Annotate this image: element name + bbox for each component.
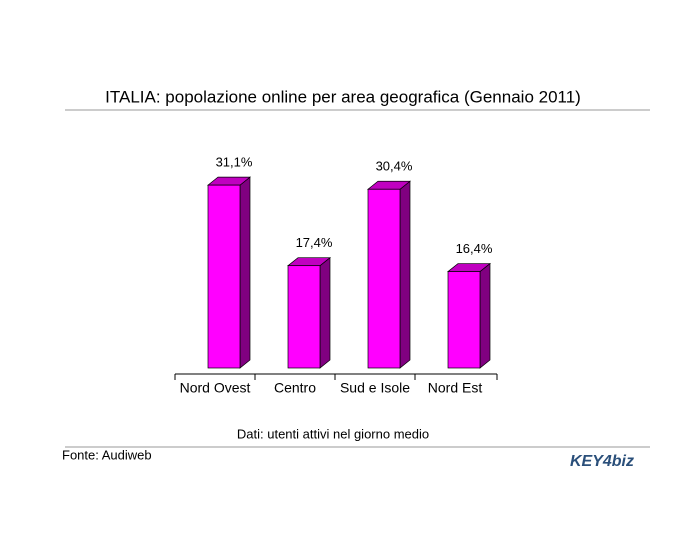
source: Fonte: Audiweb xyxy=(62,447,152,462)
x-tick-label: Nord Est xyxy=(428,380,483,396)
bar xyxy=(447,262,491,369)
bar xyxy=(287,256,331,369)
bar-front xyxy=(287,265,321,369)
bar-front xyxy=(367,188,401,369)
bar xyxy=(207,176,251,369)
bar-front xyxy=(447,271,481,369)
value-label: 16,4% xyxy=(456,241,493,256)
chart-title: ITALIA: popolazione online per area geog… xyxy=(105,87,581,106)
note: Dati: utenti attivi nel giorno medio xyxy=(237,426,429,441)
bar xyxy=(367,180,411,369)
bar-side xyxy=(319,256,331,369)
value-label: 31,1% xyxy=(216,155,253,170)
x-tick-label: Centro xyxy=(274,380,316,396)
logo: KEY4biz xyxy=(570,453,634,470)
bar-front xyxy=(207,184,241,369)
bar-side xyxy=(399,180,411,369)
x-tick-label: Nord Ovest xyxy=(180,380,251,396)
x-tick-label: Sud e Isole xyxy=(340,380,410,396)
bar-side xyxy=(479,262,491,369)
bar-side xyxy=(239,176,251,369)
value-label: 30,4% xyxy=(376,159,413,174)
value-label: 17,4% xyxy=(296,235,333,250)
